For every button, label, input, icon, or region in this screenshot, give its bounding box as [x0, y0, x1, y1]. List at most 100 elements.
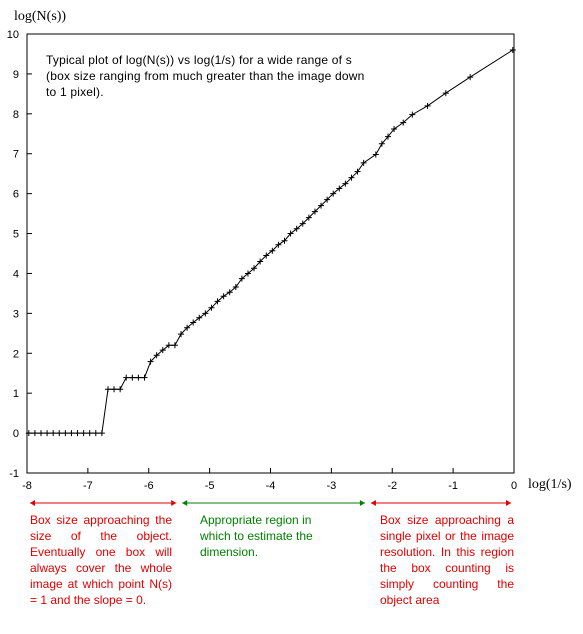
data-point [281, 237, 288, 244]
arrow-head-right [171, 500, 177, 506]
data-point [226, 289, 233, 296]
data-point [400, 119, 407, 126]
data-point [117, 386, 124, 393]
data-point [38, 430, 45, 437]
arrow-head-right [506, 500, 511, 506]
data-point [391, 125, 398, 132]
data-point [208, 304, 215, 311]
data-point [299, 220, 306, 227]
y-tick-label: 4 [13, 268, 19, 280]
data-point [68, 430, 75, 437]
data-point [147, 358, 154, 365]
y-tick-label: 7 [13, 149, 19, 161]
data-point [354, 168, 361, 175]
x-tick-label: -2 [387, 480, 397, 492]
data-point [257, 258, 264, 265]
y-tick-label: 5 [13, 229, 19, 241]
data-point [360, 159, 367, 166]
data-point [220, 293, 227, 300]
data-point [153, 352, 160, 359]
data-point [104, 386, 111, 393]
data-point [44, 430, 51, 437]
series-path [26, 49, 514, 434]
data-point [129, 374, 136, 381]
data-point [424, 102, 431, 109]
region-middle-text: Appropriate region in which to estimate … [200, 513, 313, 559]
x-tick-label: 0 [511, 480, 517, 492]
data-point [190, 319, 197, 326]
y-tick-label: 3 [13, 308, 19, 320]
x-tick-label: -4 [266, 480, 276, 492]
data-point [80, 430, 87, 437]
y-tick-label: 9 [13, 69, 19, 81]
data-point [287, 230, 294, 237]
x-tick-label: -7 [83, 480, 93, 492]
data-point [330, 190, 337, 197]
data-point [184, 324, 191, 331]
y-tick-label: 6 [13, 189, 19, 201]
y-tick-label: 1 [13, 388, 19, 400]
data-point [74, 430, 81, 437]
x-tick-label: -1 [448, 480, 458, 492]
data-point [202, 310, 209, 317]
x-tick-label: -8 [22, 480, 32, 492]
data-point [196, 314, 203, 321]
data-point [336, 185, 343, 192]
data-point [324, 196, 331, 203]
data-point [178, 331, 185, 338]
data-point [275, 241, 282, 248]
data-point [384, 133, 391, 140]
data-point [263, 252, 270, 259]
data-point [111, 386, 118, 393]
arrow-head-right [359, 500, 365, 506]
data-point [467, 74, 474, 81]
tick-group: -8 -7 -6 -5 -4 -3 -2 -1 0 -1 0 1 2 3 4 5 6 7 8 9 10 [7, 29, 517, 492]
data-point [342, 180, 349, 187]
data-point [86, 430, 93, 437]
region-right-text: Box size approaching a single pixel or t… [380, 513, 514, 607]
data-point [56, 430, 63, 437]
x-tick-label: -6 [144, 480, 154, 492]
data-point [62, 430, 69, 437]
data-point [305, 214, 312, 221]
region-arrows [30, 500, 511, 506]
y-tick-label: 8 [13, 109, 19, 121]
data-point [251, 265, 258, 272]
data-point [238, 275, 245, 282]
data-point [165, 342, 172, 349]
data-point [409, 111, 416, 118]
data-point [311, 208, 318, 215]
x-tick-label: -5 [205, 480, 215, 492]
arrow-head-left [370, 500, 376, 506]
y-tick-label: -1 [9, 468, 19, 480]
data-point [92, 430, 99, 437]
data-point [293, 225, 300, 232]
data-point [159, 347, 166, 354]
data-point [442, 90, 449, 97]
data-point [135, 374, 142, 381]
data-point [244, 270, 251, 277]
data-point [171, 342, 178, 349]
data-point [509, 46, 516, 53]
y-tick-label: 10 [7, 29, 19, 41]
region-left-text: Box size approaching the size of the obj… [30, 513, 172, 607]
data-point [372, 151, 379, 158]
chart-annotation: Typical plot of log(N(s)) vs log(1/s) fo… [46, 53, 365, 99]
y-axis-title: log(N(s)) [14, 9, 66, 24]
data-point [269, 247, 276, 254]
data-point [25, 430, 32, 437]
data-point [378, 140, 385, 147]
arrow-head-left [182, 500, 188, 506]
data-point [232, 284, 239, 291]
data-point [214, 298, 221, 305]
x-axis-title: log(1/s) [528, 477, 572, 492]
y-tick-label: 2 [13, 348, 19, 360]
data-point [318, 202, 325, 209]
data-point [141, 374, 148, 381]
data-point [348, 174, 355, 181]
data-point [123, 374, 130, 381]
arrow-head-left [30, 500, 35, 506]
x-tick-label: -3 [326, 480, 336, 492]
data-point [98, 430, 105, 437]
